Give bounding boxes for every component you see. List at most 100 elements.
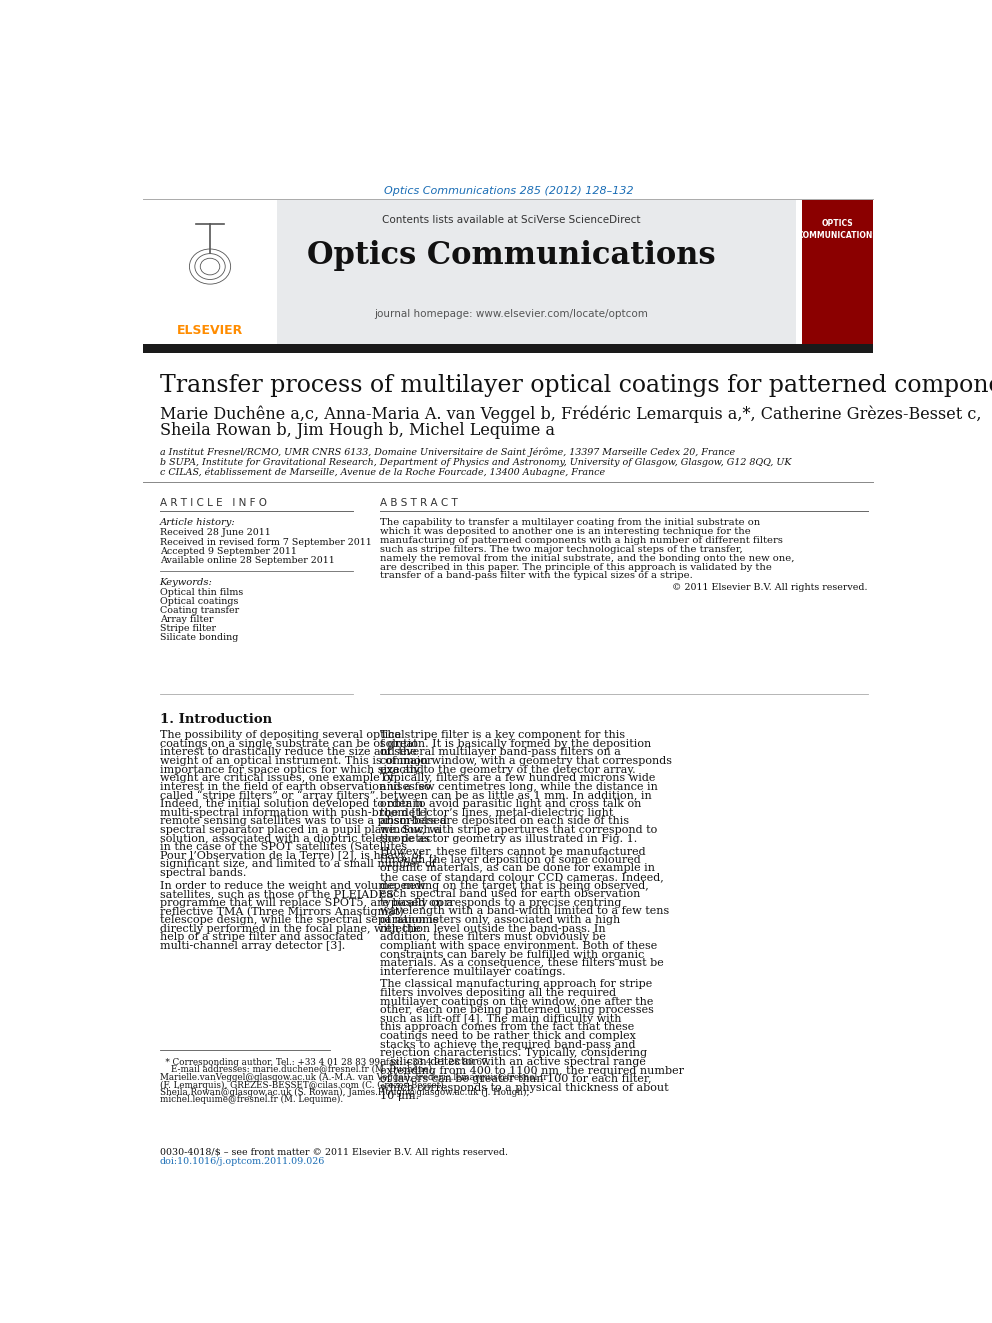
Text: Indeed, the initial solution developed to obtain: Indeed, the initial solution developed t… [160,799,423,810]
Text: Marielle.vanVeggel@glasgow.ac.uk (A.-M.A. van Veggel), frederic.lemarquis@fresne: Marielle.vanVeggel@glasgow.ac.uk (A.-M.A… [160,1073,548,1082]
Text: reflective TMA (Three Mirrors Anastigmat): reflective TMA (Three Mirrors Anastigmat… [160,906,404,917]
Text: rejection level outside the band-pass. In: rejection level outside the band-pass. I… [380,923,605,934]
Text: satellites, such as those of the PLEIADES: satellites, such as those of the PLEIADE… [160,889,394,900]
Text: Available online 28 September 2011: Available online 28 September 2011 [160,556,334,565]
Text: other, each one being patterned using processes: other, each one being patterned using pr… [380,1005,654,1015]
Text: Sheila.Rowan@glasgow.ac.uk (S. Rowan), James.Hough@glasgow.ac.uk (J. Hough),: Sheila.Rowan@glasgow.ac.uk (S. Rowan), J… [160,1088,529,1097]
Text: wavelength with a band-width limited to a few tens: wavelength with a band-width limited to … [380,906,669,917]
Text: In order to reduce the weight and volume, new: In order to reduce the weight and volume… [160,881,426,890]
Text: 0030-4018/$ – see front matter © 2011 Elsevier B.V. All rights reserved.: 0030-4018/$ – see front matter © 2011 El… [160,1148,508,1158]
Text: filters involves depositing all the required: filters involves depositing all the requ… [380,988,616,998]
Text: telescope design, while the spectral separation is: telescope design, while the spectral sep… [160,916,438,925]
Text: extending from 400 to 1100 nm, the required number: extending from 400 to 1100 nm, the requi… [380,1065,683,1076]
Text: A B S T R A C T: A B S T R A C T [380,497,457,508]
Text: of nanometers only, associated with a high: of nanometers only, associated with a hi… [380,916,620,925]
Text: ELSEVIER: ELSEVIER [177,324,243,337]
Text: journal homepage: www.elsevier.com/locate/optcom: journal homepage: www.elsevier.com/locat… [375,308,649,319]
Text: michel.lequime@fresnel.fr (M. Lequime).: michel.lequime@fresnel.fr (M. Lequime). [160,1094,343,1103]
Text: each spectral band used for earth observation: each spectral band used for earth observ… [380,889,640,900]
Text: remote sensing satellites was to use a prism-based: remote sensing satellites was to use a p… [160,816,446,827]
Text: materials. As a consequence, these filters must be: materials. As a consequence, these filte… [380,958,664,968]
Text: between can be as little as 1 mm. In addition, in: between can be as little as 1 mm. In add… [380,790,652,800]
Text: importance for space optics for which size and: importance for space optics for which si… [160,765,424,774]
Text: in the case of the SPOT satellites (Satellites: in the case of the SPOT satellites (Sate… [160,843,407,852]
Text: c CILAS, établissement de Marseille, Avenue de la Roche Fourcade, 13400 Aubagne,: c CILAS, établissement de Marseille, Ave… [160,467,605,478]
Text: (F. Lemarquis), GREZES-BESSET@cilas.com (C. Grèzes-Besset),: (F. Lemarquis), GREZES-BESSET@cilas.com … [160,1080,446,1090]
Text: organic materials, as can be done for example in: organic materials, as can be done for ex… [380,864,655,873]
Text: help of a stripe filter and associated: help of a stripe filter and associated [160,933,363,942]
Text: The stripe filter is a key component for this: The stripe filter is a key component for… [380,730,625,740]
Text: programme that will replace SPOT5, are based on a: programme that will replace SPOT5, are b… [160,898,452,908]
Text: namely the removal from the initial substrate, and the bonding onto the new one,: namely the removal from the initial subs… [380,554,795,562]
Text: Coating transfer: Coating transfer [160,606,239,615]
Text: addition, these filters must obviously be: addition, these filters must obviously b… [380,933,606,942]
FancyBboxPatch shape [144,200,796,345]
Text: Optical coatings: Optical coatings [160,597,238,606]
Text: constraints can barely be fulfilled with organic: constraints can barely be fulfilled with… [380,950,644,959]
Text: OPTICS
COMMUNICATIONS: OPTICS COMMUNICATIONS [798,218,878,239]
Text: are described in this paper. The principle of this approach is validated by the: are described in this paper. The princip… [380,562,772,572]
Text: Array filter: Array filter [160,615,213,624]
Text: such as stripe filters. The two major technological steps of the transfer,: such as stripe filters. The two major te… [380,545,742,554]
Text: a Institut Fresnel/RCMO, UMR CNRS 6133, Domaine Universitaire de Saint Jérôme, 1: a Institut Fresnel/RCMO, UMR CNRS 6133, … [160,447,735,456]
Text: this approach comes from the fact that these: this approach comes from the fact that t… [380,1023,634,1032]
Text: stacks to achieve the required band-pass and: stacks to achieve the required band-pass… [380,1040,635,1049]
Text: Optics Communications 285 (2012) 128–132: Optics Communications 285 (2012) 128–132 [384,185,633,196]
Text: Accepted 9 September 2011: Accepted 9 September 2011 [160,546,297,556]
FancyBboxPatch shape [144,200,277,345]
Text: typically corresponds to a precise centring: typically corresponds to a precise centr… [380,898,621,908]
Text: manufacturing of patterned components with a high number of different filters: manufacturing of patterned components wi… [380,536,783,545]
Text: called “stripe filters” or “array filters”.: called “stripe filters” or “array filter… [160,790,378,802]
Text: 10 μm.: 10 μm. [380,1091,419,1101]
Text: spectral bands.: spectral bands. [160,868,246,878]
Text: common window, with a geometry that corresponds: common window, with a geometry that corr… [380,755,672,766]
Text: © 2011 Elsevier B.V. All rights reserved.: © 2011 Elsevier B.V. All rights reserved… [673,582,868,591]
Text: Received 28 June 2011: Received 28 June 2011 [160,528,271,537]
Text: a silicon detector with an active spectral range: a silicon detector with an active spectr… [380,1057,646,1066]
Text: Contents lists available at SciVerse ScienceDirect: Contents lists available at SciVerse Sci… [382,214,641,225]
Text: and a few centimetres long, while the distance in: and a few centimetres long, while the di… [380,782,658,792]
Text: Received in revised form 7 September 2011: Received in revised form 7 September 201… [160,537,371,546]
Text: Optical thin films: Optical thin films [160,589,243,598]
Text: rejection characteristics. Typically, considering: rejection characteristics. Typically, co… [380,1048,647,1058]
Text: b SUPA, Institute for Gravitational Research, Department of Physics and Astronom: b SUPA, Institute for Gravitational Rese… [160,458,792,467]
Text: the case of standard colour CCD cameras. Indeed,: the case of standard colour CCD cameras.… [380,872,664,882]
Text: significant size, and limited to a small number of: significant size, and limited to a small… [160,860,435,869]
Text: interest in the field of earth observation uses so: interest in the field of earth observati… [160,782,431,792]
Text: The capability to transfer a multilayer coating from the initial substrate on: The capability to transfer a multilayer … [380,519,760,528]
Text: spectral separator placed in a pupil plane. Such a: spectral separator placed in a pupil pla… [160,826,440,835]
Text: such as lift-off [4]. The main difficulty with: such as lift-off [4]. The main difficult… [380,1013,621,1024]
Text: depending on the target that is being observed,: depending on the target that is being ob… [380,881,649,890]
Text: Article history:: Article history: [160,519,235,528]
FancyBboxPatch shape [803,200,873,345]
Text: weight are critical issues, one example of: weight are critical issues, one example … [160,773,394,783]
Text: solution, associated with a dioptric telescope as: solution, associated with a dioptric tel… [160,833,430,844]
Text: coatings need to be rather thick and complex: coatings need to be rather thick and com… [380,1031,636,1041]
Text: directly performed in the focal plane, with the: directly performed in the focal plane, w… [160,923,421,934]
Text: of layers can be greater than 100 for each filter,: of layers can be greater than 100 for ea… [380,1074,652,1084]
FancyBboxPatch shape [144,344,873,353]
Text: Pour l’Observation de la Terre) [2], is heavy, of: Pour l’Observation de la Terre) [2], is … [160,851,423,861]
Text: A R T I C L E   I N F O: A R T I C L E I N F O [160,497,267,508]
Text: weight of an optical instrument. This is of major: weight of an optical instrument. This is… [160,755,432,766]
Text: multi-spectral information with push-broom [1]: multi-spectral information with push-bro… [160,808,427,818]
Text: * Corresponding author. Tel.: +33 4 01 28 83 99; fax: +33 4 91 28 80 67.: * Corresponding author. Tel.: +33 4 01 2… [160,1058,490,1068]
Text: compliant with space environment. Both of these: compliant with space environment. Both o… [380,941,657,951]
Text: The classical manufacturing approach for stripe: The classical manufacturing approach for… [380,979,652,990]
Text: solution. It is basically formed by the deposition: solution. It is basically formed by the … [380,738,651,749]
Text: multi-channel array detector [3].: multi-channel array detector [3]. [160,941,345,951]
Text: The possibility of depositing several optical: The possibility of depositing several op… [160,730,405,740]
Text: interference multilayer coatings.: interference multilayer coatings. [380,967,565,976]
Text: multilayer coatings on the window, one after the: multilayer coatings on the window, one a… [380,996,653,1007]
Text: Keywords:: Keywords: [160,578,212,587]
Text: E-mail addresses: marie.duchene@fresnel.fr (M. Duchêne),: E-mail addresses: marie.duchene@fresnel.… [160,1065,434,1074]
Text: However, these filters cannot be manufactured: However, these filters cannot be manufac… [380,847,646,856]
Text: transfer of a band-pass filter with the typical sizes of a stripe.: transfer of a band-pass filter with the … [380,572,692,581]
Text: through the layer deposition of some coloured: through the layer deposition of some col… [380,855,641,865]
Text: exactly to the geometry of the detector array.: exactly to the geometry of the detector … [380,765,635,774]
Text: which corresponds to a physical thickness of about: which corresponds to a physical thicknes… [380,1082,669,1093]
Text: the detector’s lines, metal-dielectric light: the detector’s lines, metal-dielectric l… [380,808,613,818]
Text: Transfer process of multilayer optical coatings for patterned components: Transfer process of multilayer optical c… [160,374,992,397]
Text: Optics Communications: Optics Communications [308,239,716,271]
Text: Sheila Rowan b, Jim Hough b, Michel Lequime a: Sheila Rowan b, Jim Hough b, Michel Lequ… [160,422,555,439]
